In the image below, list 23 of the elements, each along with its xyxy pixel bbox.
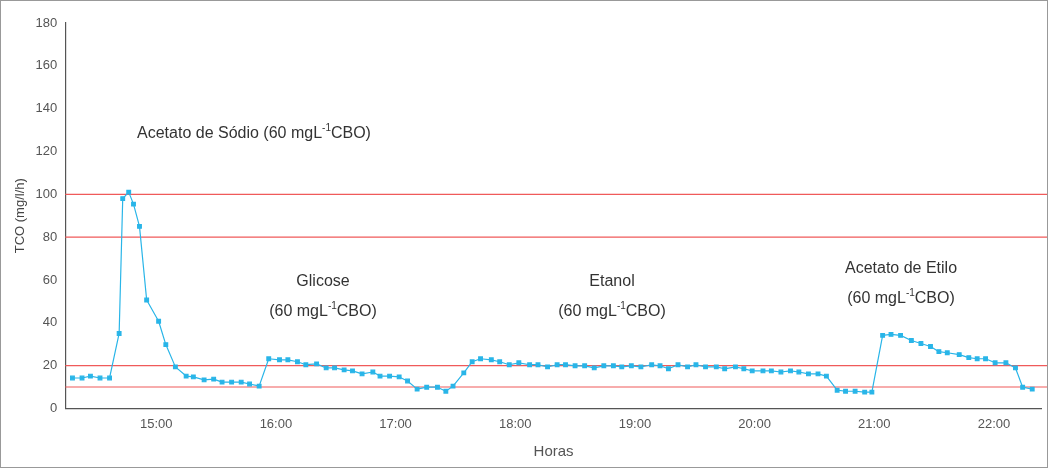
x-tick-label: 18:00 xyxy=(498,415,532,431)
y-tick-label: 0 xyxy=(50,399,58,415)
x-tick-label: 21:00 xyxy=(857,415,891,431)
y-tick-label: 140 xyxy=(35,100,58,116)
y-tick-label: 40 xyxy=(42,314,58,330)
y-tick-label: 100 xyxy=(35,185,58,201)
y-tick-label: 20 xyxy=(42,357,58,373)
y-tick-label: 60 xyxy=(42,271,58,287)
annotation: Acetato de Etilo xyxy=(844,259,958,277)
x-tick-label: 16:00 xyxy=(259,415,293,431)
x-tick-label: 22:00 xyxy=(977,415,1011,431)
annotation: Etanol xyxy=(589,272,635,290)
y-tick-label: 180 xyxy=(35,14,58,30)
y-tick-label: 160 xyxy=(35,57,58,73)
annotation: Glicose xyxy=(296,272,350,290)
y-tick-label: 80 xyxy=(42,228,58,244)
x-tick-label: 20:00 xyxy=(738,415,771,431)
x-tick-label: 17:00 xyxy=(379,415,412,431)
x-axis-title: Horas xyxy=(533,442,574,460)
y-axis-title: TCO (mg/l/h) xyxy=(12,178,28,254)
x-tick-label: 19:00 xyxy=(618,415,652,431)
y-tick-label: 120 xyxy=(35,143,58,159)
x-tick-label: 15:00 xyxy=(139,415,173,431)
